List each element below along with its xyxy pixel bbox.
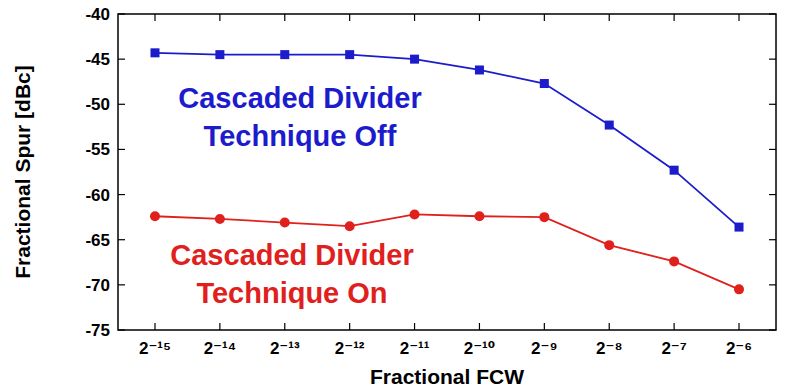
x-tick [609,323,610,330]
marker [410,55,419,64]
x-tick [479,14,480,21]
series-label: Cascaded Divider Technique On [170,239,413,309]
x-tick-label: 2⁻¹¹ [400,339,430,358]
y-tick [118,13,125,14]
x-tick [349,14,350,21]
x-tick-label: 2⁻¹⁵ [139,339,171,358]
y-tick [118,149,125,150]
x-tick [609,14,610,21]
x-tick-label: 2⁻⁶ [726,339,752,358]
y-tick-label: -60 [85,186,110,205]
marker [410,209,420,219]
marker [735,223,744,232]
series-line [155,53,739,227]
series-label-line: Cascaded Divider [178,82,421,114]
x-tick [414,323,415,330]
y-tick-label: -50 [85,95,110,114]
x-tick-label: 2⁻¹³ [270,339,300,358]
x-tick-label: 2⁻⁸ [596,339,622,358]
y-tick [118,329,125,330]
x-tick [154,323,155,330]
x-tick [154,14,155,21]
marker [345,221,355,231]
plot-area [150,48,744,294]
y-tick-label: -45 [85,50,110,69]
marker [474,211,484,221]
marker [150,211,160,221]
y-tick-label: -75 [85,321,110,340]
marker [539,212,549,222]
y-tick [118,104,125,105]
y-tick [769,194,776,195]
x-tick [219,14,220,21]
marker [734,284,744,294]
marker [280,50,289,59]
y-tick [769,239,776,240]
x-tick [674,14,675,21]
marker [475,65,484,74]
y-tick [118,284,125,285]
x-tick [219,323,220,330]
x-tick [544,14,545,21]
x-tick [738,14,739,21]
series-label: Cascaded Divider Technique Off [178,82,421,152]
x-tick-label: 2⁻¹⁰ [464,339,496,358]
x-tick [349,323,350,330]
y-tick [769,284,776,285]
y-tick-label: -55 [85,140,110,159]
y-tick [769,59,776,60]
series-label-line: Technique On [196,277,387,309]
x-tick [284,14,285,21]
marker [604,240,614,250]
y-tick-label: -65 [85,231,110,250]
marker [215,214,225,224]
x-tick [414,14,415,21]
y-axis-title: Fractional Spur [dBc] [11,65,34,279]
x-tick-label: 2⁻⁷ [661,339,686,358]
marker [540,79,549,88]
x-tick [284,323,285,330]
y-tick [769,149,776,150]
y-tick-label: -40 [85,5,110,24]
x-axis-title: Fractional FCW [370,365,524,388]
y-tick [769,329,776,330]
marker [280,218,290,228]
y-tick [769,13,776,14]
plot-frame [118,14,776,330]
marker [670,166,679,175]
chart: -75 -70 -65 -60 -55 -50 -45 -40 2⁻¹⁵ 2⁻¹⁴ 2⁻¹³ 2⁻¹²… [0,0,800,390]
series-label-line: Cascaded Divider [170,239,413,271]
marker [150,48,159,57]
x-tick [738,323,739,330]
y-tick-label: -70 [85,276,110,295]
x-tick [479,323,480,330]
y-tick [118,59,125,60]
x-tick [544,323,545,330]
x-tick-label: 2⁻¹⁴ [204,339,237,358]
marker [669,256,679,266]
y-tick [118,239,125,240]
x-tick [674,323,675,330]
x-tick-label: 2⁻⁹ [531,339,558,358]
marker [215,50,224,59]
x-tick-label: 2⁻¹² [335,339,365,358]
marker [605,121,614,130]
series-label-line: Technique Off [204,120,397,152]
y-tick [769,104,776,105]
marker [345,50,354,59]
y-tick [118,194,125,195]
